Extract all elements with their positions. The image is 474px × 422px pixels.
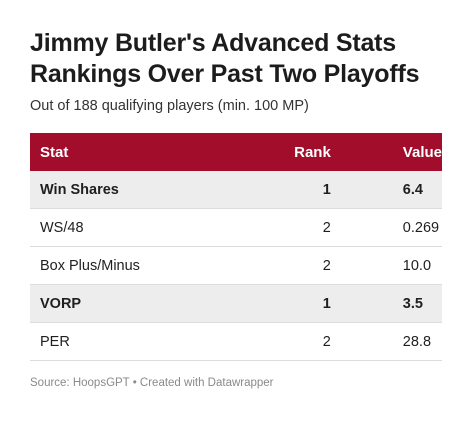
cell-rank: 2 [273, 208, 331, 247]
cell-rank: 2 [273, 246, 331, 285]
cell-value: 10.0 [330, 246, 442, 285]
header-row: Stat Rank Value [30, 133, 442, 171]
column-header-stat: Stat [40, 143, 69, 161]
cell-value: 28.8 [330, 322, 442, 361]
table-header: Stat Rank Value [30, 133, 442, 171]
cell-stat: WS/48 [30, 208, 274, 247]
cell-stat: VORP [30, 284, 274, 323]
table-row: Box Plus/Minus 2 10.0 [30, 246, 442, 285]
chart-title: Jimmy Butler's Advanced Stats Rankings O… [30, 28, 444, 90]
cell-rank: 2 [273, 322, 331, 361]
table-row: VORP 1 3.5 [30, 284, 442, 323]
title-line-1: Jimmy Butler's Advanced Stats [30, 29, 397, 57]
stats-table: Stat Rank Value Win Shares 1 6.4 WS/48 2… [30, 133, 442, 361]
cell-stat: Box Plus/Minus [30, 246, 274, 285]
cell-value: 0.269 [330, 208, 442, 247]
column-header-value: Value [402, 143, 442, 161]
table-row: WS/48 2 0.269 [30, 208, 442, 247]
chart-container: Jimmy Butler's Advanced Stats Rankings O… [30, 28, 444, 361]
cell-rank: 1 [273, 284, 331, 323]
cell-stat: Win Shares [30, 171, 274, 209]
table-body: Win Shares 1 6.4 WS/48 2 0.269 Box Plus/… [30, 171, 442, 361]
title-line-2: Rankings Over Past Two Playoffs [30, 60, 420, 88]
chart-subtitle: Out of 188 qualifying players (min. 100 … [30, 98, 309, 114]
table-row: Win Shares 1 6.4 [30, 171, 442, 209]
cell-stat: PER [30, 322, 274, 361]
cell-rank: 1 [273, 171, 331, 209]
table-row: PER 2 28.8 [30, 322, 442, 361]
source-footer: Source: HoopsGPT • Created with Datawrap… [30, 377, 274, 389]
cell-value: 3.5 [330, 284, 442, 323]
cell-value: 6.4 [330, 171, 442, 209]
column-header-rank: Rank [294, 143, 331, 161]
